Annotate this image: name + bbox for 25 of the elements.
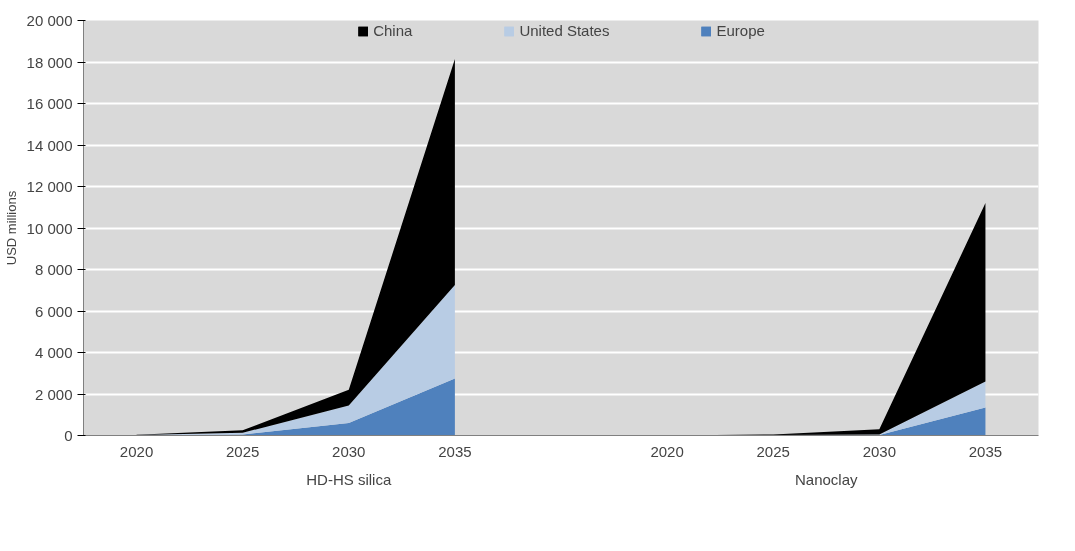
y-tick-label: 18 000 [26,53,73,71]
text: Nanoclay [795,470,859,488]
x-tick-label: 2035 [438,442,472,460]
legend-label: China [373,22,413,39]
x-tick-label: 2020 [119,442,154,460]
y-tick-label: 14 000 [26,136,73,154]
y-tick-label: 2 000 [34,385,73,403]
x-tick-label: 2035 [968,442,1003,460]
legend-label: Europe [716,22,765,39]
text: HD-HS silica [306,470,392,488]
y-tick-label: 20 000 [26,12,73,29]
y-axis-title: USD millions [3,190,19,266]
y-tick-label: 4 000 [34,344,73,361]
x-tick-label: 2020 [650,442,684,460]
y-tick-label: 0 [64,427,73,444]
x-tick-label: 2030 [332,442,366,460]
y-tick-label: 12 000 [26,178,73,195]
y-tick-label: 8 000 [34,261,73,278]
y-tick-label: 16 000 [26,95,73,112]
y-tick-label: 6 000 [34,302,73,320]
x-tick-label: 2030 [862,442,897,460]
legend-label: United States [519,22,610,39]
y-tick-label: 10 000 [26,219,73,237]
x-tick-label: 2025 [756,442,790,460]
x-tick-label: 2025 [225,442,260,460]
